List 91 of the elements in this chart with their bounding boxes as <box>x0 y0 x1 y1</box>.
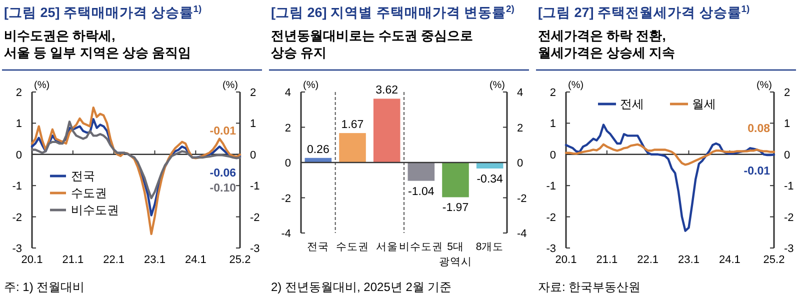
data-label: -1.97 <box>442 202 469 214</box>
legend-label: 전세 <box>620 97 644 111</box>
x-tick-label: 21.1 <box>596 254 618 266</box>
bar <box>339 133 366 162</box>
line-series <box>564 143 776 166</box>
bar <box>408 162 435 181</box>
x-tick-label: 20.1 <box>555 254 577 266</box>
y2-tick-label: 0 <box>250 149 256 162</box>
annotation: -0.06 <box>210 167 236 180</box>
x-tick-label: 22.1 <box>103 254 125 266</box>
y-tick-label: -1 <box>546 180 556 193</box>
legend-label: 월세 <box>692 97 716 111</box>
annotation: 0.08 <box>748 122 771 135</box>
line-series <box>30 106 242 236</box>
y-tick-label: -2 <box>546 212 556 224</box>
y2-axis-title: (%) <box>489 80 505 91</box>
y2-tick-label: 2 <box>784 87 790 99</box>
chart-subtitle: 비수도권은 하락세, 서울 등 일부 지역은 상승 움직임 <box>4 28 192 60</box>
y2-tick-label: -3 <box>250 243 260 255</box>
y2-tick-label: -1 <box>784 180 794 193</box>
chart-title: [그림 25] 주택매매가격 상승률$^{1)}$ <box>4 4 202 20</box>
chart-subtitle: 전세가격은 하락 전환, 월세가격은 상승세 지속 <box>538 28 676 60</box>
y2-tick-label: 2 <box>517 122 524 134</box>
annotation: -0.10 <box>210 182 236 195</box>
data-label: 3.62 <box>376 84 398 97</box>
y-tick-label: 0 <box>284 158 291 170</box>
legend-label: 수도권 <box>71 186 107 200</box>
y2-tick-label: -2 <box>784 212 794 224</box>
y-tick-label: -2 <box>12 212 22 224</box>
data-label: 1.67 <box>341 119 364 132</box>
bar <box>442 162 469 198</box>
chart-subtitle: 전년동월대비로는 수도권 중심으로 상승 유지 <box>271 28 474 60</box>
x-tick-label: 22.1 <box>637 254 659 266</box>
y2-tick-label: -2 <box>250 212 260 224</box>
x-tick-label: 수도권 <box>336 241 369 253</box>
annotation: -0.01 <box>210 126 237 138</box>
y-tick-label: 0 <box>550 149 556 162</box>
x-tick-label: 25.2 <box>763 254 785 266</box>
x-tick-label: 8개도 <box>476 241 504 253</box>
x-tick-label: 21.1 <box>62 254 84 266</box>
bar <box>373 98 400 162</box>
annotation: -0.01 <box>744 166 771 178</box>
y-tick-label: 2 <box>550 87 556 99</box>
legend-label: 전국 <box>71 169 95 183</box>
y2-tick-label: 1 <box>784 118 790 130</box>
line-series <box>564 124 776 232</box>
y-tick-label: 1 <box>550 118 556 130</box>
y-axis-title: (%) <box>34 80 50 91</box>
y-tick-label: -1 <box>12 180 22 193</box>
y2-tick-label: -1 <box>250 180 260 193</box>
y2-tick-label: -4 <box>517 228 527 240</box>
y-axis-title: (%) <box>303 80 319 91</box>
line-series <box>30 120 242 200</box>
text: 2) 전년동월대비, 2025년 2월 기준 <box>271 280 452 294</box>
y2-tick-label: 1 <box>250 118 256 130</box>
text: 자료: 한국부동산원 <box>538 280 641 294</box>
y2-tick-label: 2 <box>250 87 256 99</box>
data-label: -1.04 <box>408 186 435 198</box>
x-tick-label: 25.2 <box>229 254 251 266</box>
y-tick-label: 1 <box>16 118 22 130</box>
x-tick-label: 24.1 <box>184 254 206 266</box>
y2-tick-label: -2 <box>517 192 527 205</box>
x-tick-label: 23.1 <box>144 254 166 266</box>
y2-tick-label: 4 <box>517 87 524 99</box>
y-tick-label: 2 <box>16 87 22 99</box>
x-tick-label: 20.1 <box>21 254 43 266</box>
x-tick-label: 서울 <box>376 241 398 253</box>
y2-axis-title: (%) <box>756 80 772 91</box>
chart-title: [그림 26] 지역별 주택매매가격 변동률$^{2)}$ <box>271 4 514 20</box>
y2-tick-label: -3 <box>784 243 794 255</box>
y-tick-label: -3 <box>12 243 22 255</box>
y2-tick-label: 0 <box>517 158 524 170</box>
data-label: -0.34 <box>476 173 504 186</box>
x-tick-label: 24.1 <box>718 254 740 266</box>
x-tick-label: 전국 <box>307 241 330 253</box>
y-tick-label: 4 <box>284 87 291 99</box>
y-axis-title: (%) <box>568 80 584 91</box>
y-tick-label: 0 <box>16 149 22 162</box>
data-label: 0.26 <box>306 144 330 156</box>
bar <box>476 162 504 168</box>
y-tick-label: -4 <box>281 228 291 240</box>
x-tick-label: 23.1 <box>678 254 700 266</box>
legend-label: 비수도권 <box>71 203 119 217</box>
y2-axis-title: (%) <box>222 80 238 91</box>
y-tick-label: -2 <box>281 192 291 205</box>
y-tick-label: 2 <box>284 122 291 134</box>
y-tick-label: -3 <box>546 243 556 255</box>
y2-tick-label: 0 <box>784 149 790 162</box>
chart-title: [그림 27] 주택전월세가격 상승률$^{1)}$ <box>538 4 750 20</box>
x-tick-label: 비수도권 <box>399 241 444 253</box>
text: 주: 1) 전월대비 <box>4 280 85 294</box>
